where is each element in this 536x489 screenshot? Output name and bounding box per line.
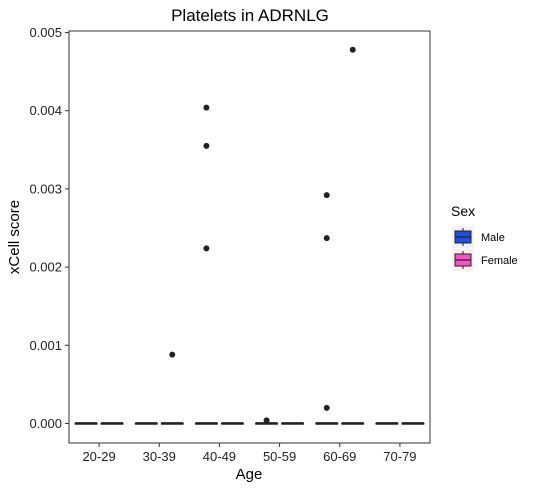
y-axis: 0.000 0.001 0.002 0.003 0.004 0.005 [29,25,69,431]
outlier-point [169,351,176,358]
x-tick-label: 60-69 [323,449,356,464]
legend-label: Male [481,232,505,244]
x-tick-label: 50-59 [263,449,296,464]
x-tick-label: 70-79 [383,449,416,464]
chart-title: Platelets in ADRNLG [171,6,329,25]
outlier-point [203,142,210,149]
outlier-layer [169,46,356,424]
y-tick-label: 0.005 [29,25,62,40]
outlier-point [263,417,270,424]
y-tick-label: 0.000 [29,416,62,431]
y-tick-label: 0.004 [29,103,62,118]
outlier-point [323,192,330,199]
outlier-point [323,404,330,411]
x-tick-label: 30-39 [143,449,176,464]
legend: Sex Male Female [451,203,518,271]
legend-title: Sex [451,203,475,219]
x-tick-label: 40-49 [203,449,236,464]
y-tick-label: 0.003 [29,181,62,196]
x-tick-label: 20-29 [82,449,115,464]
outlier-point [203,245,210,252]
outlier-point [349,46,356,53]
y-tick-label: 0.001 [29,338,62,353]
x-axis: 20-29 30-39 40-49 50-59 60-69 70-79 [82,443,417,464]
x-axis-title: Age [236,466,263,483]
outlier-point [203,104,210,111]
y-tick-label: 0.002 [29,260,62,275]
y-axis-title: xCell score [6,200,23,274]
plot-panel [68,30,431,444]
legend-label: Female [481,255,518,267]
box-layer [74,422,425,425]
outlier-point [323,235,330,242]
